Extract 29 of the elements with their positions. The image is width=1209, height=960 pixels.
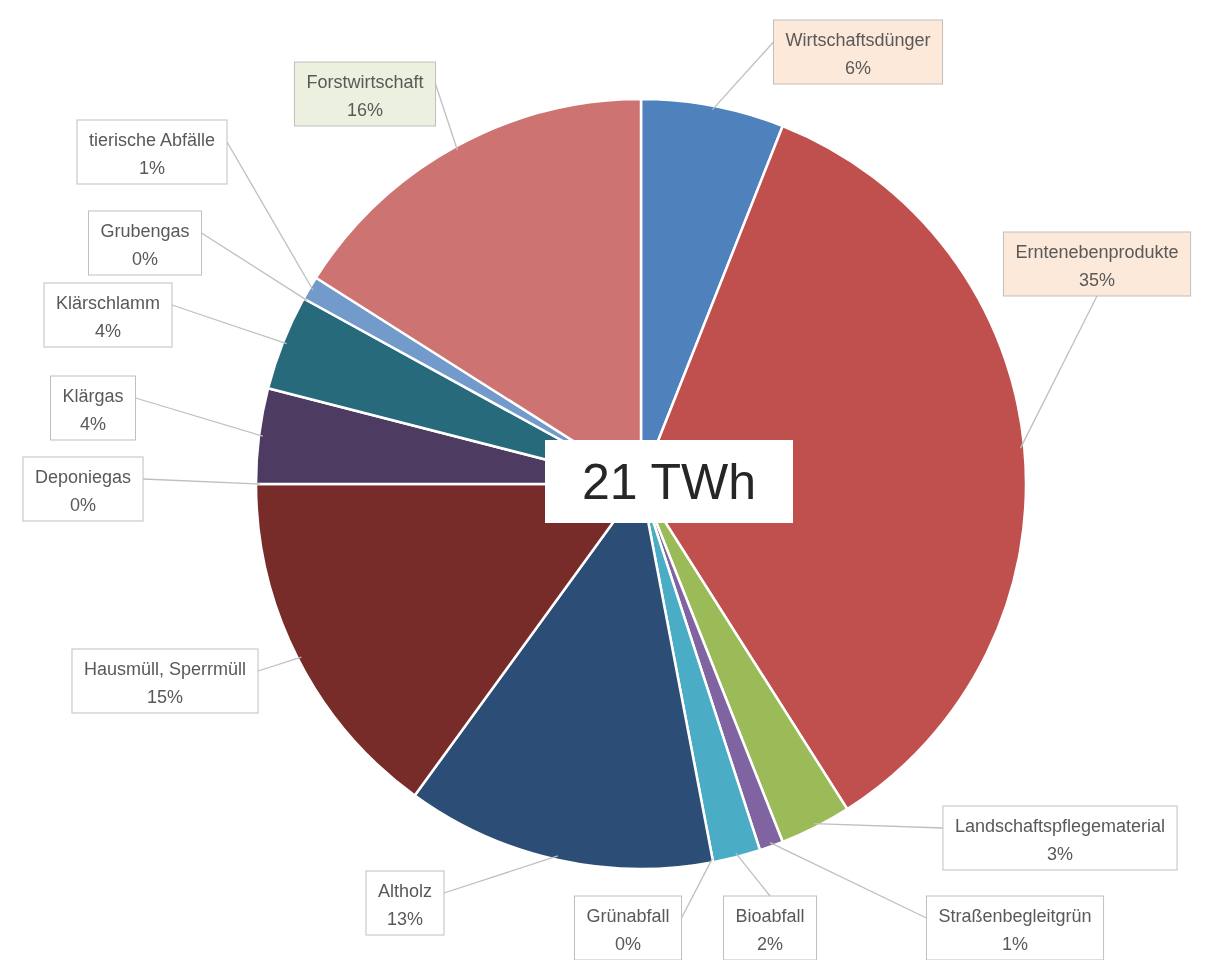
slice-label: Erntenebenprodukte xyxy=(1015,242,1179,262)
text: 0% xyxy=(69,495,97,515)
data-label: 2% xyxy=(756,934,784,954)
slice-label: tierische Abfälle xyxy=(88,130,216,150)
slice-label: Altholz xyxy=(377,881,433,901)
slice-label: Wirtschaftsdünger xyxy=(785,30,931,50)
slice-label: Klärgas xyxy=(62,386,124,406)
data-label: 16% xyxy=(346,100,384,120)
data-label: 1% xyxy=(1001,934,1029,954)
slice-label: Klärschlamm xyxy=(55,293,161,313)
data-label: 3% xyxy=(1046,844,1074,864)
slice-label: Forstwirtschaft xyxy=(306,72,424,92)
data-label: 13% xyxy=(386,909,424,929)
category-label: Grubengas xyxy=(100,221,190,241)
data-label: 35% xyxy=(1078,270,1116,290)
data-label: 6% xyxy=(844,58,872,78)
category-label: Deponiegas xyxy=(34,467,132,487)
data-label: 4% xyxy=(79,414,107,434)
data-label: 1% xyxy=(138,158,166,178)
slice-label: Bioabfall xyxy=(735,906,805,926)
data-label: 4% xyxy=(94,321,122,341)
category-label: Grünabfall xyxy=(586,906,670,926)
text: 0% xyxy=(131,249,159,269)
text: 0% xyxy=(614,934,642,954)
slice-label: Landschaftspflegematerial xyxy=(954,816,1166,836)
text: 21 TWh xyxy=(581,454,757,510)
slice-label: Hausmüll, Sperrmüll xyxy=(83,659,247,679)
data-label: 15% xyxy=(146,687,184,707)
slice-label: Straßenbegleitgrün xyxy=(938,906,1092,926)
